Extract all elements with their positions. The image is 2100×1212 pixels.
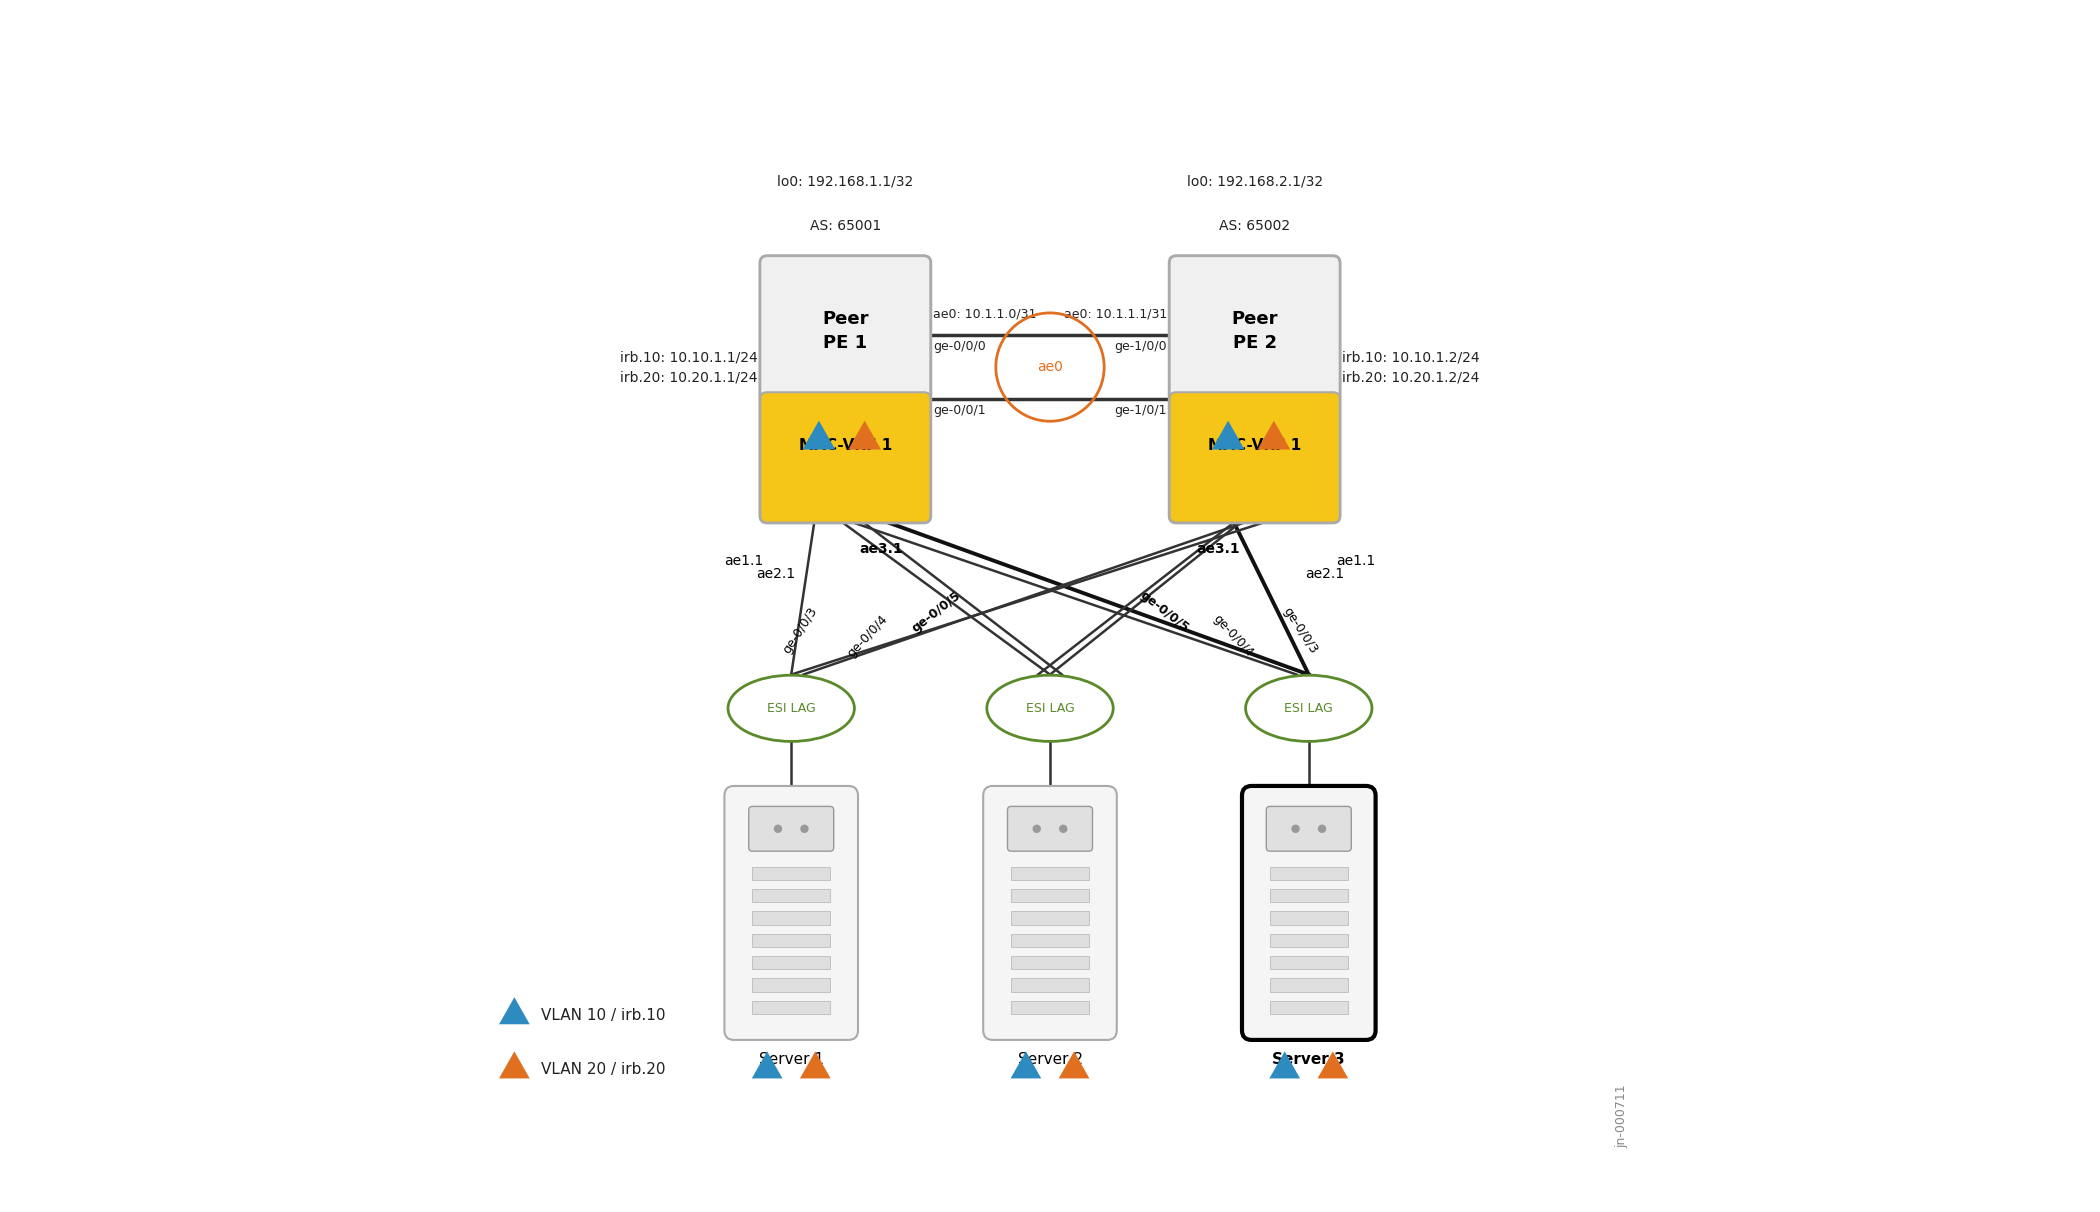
Text: ge-0/0/0: ge-0/0/0 (932, 341, 987, 353)
Circle shape (1058, 824, 1067, 833)
Text: ae3.1: ae3.1 (859, 542, 903, 556)
Text: ge-0/0/1: ge-0/0/1 (932, 404, 985, 417)
FancyBboxPatch shape (1008, 806, 1092, 851)
Bar (1010, 867, 1090, 880)
Ellipse shape (1245, 675, 1371, 742)
Text: ge-0/0/5: ge-0/0/5 (909, 589, 964, 635)
Text: ae2.1: ae2.1 (756, 566, 794, 581)
Circle shape (800, 824, 808, 833)
Text: lo0: 192.168.2.1/32: lo0: 192.168.2.1/32 (1186, 175, 1323, 188)
Bar (1270, 956, 1348, 970)
Text: ae0: 10.1.1.0/31: ae0: 10.1.1.0/31 (932, 308, 1037, 321)
Text: ESI LAG: ESI LAG (1285, 702, 1334, 715)
Bar (1270, 890, 1348, 903)
Text: VLAN 20 / irb.20: VLAN 20 / irb.20 (542, 1062, 666, 1077)
Text: ge-0/0/3: ge-0/0/3 (779, 605, 819, 656)
Bar (1270, 978, 1348, 991)
Polygon shape (500, 1051, 529, 1079)
Text: lo0: 192.168.1.1/32: lo0: 192.168.1.1/32 (777, 175, 914, 188)
Text: irb.10: 10.10.1.2/24
irb.20: 10.20.1.2/24: irb.10: 10.10.1.2/24 irb.20: 10.20.1.2/2… (1342, 350, 1480, 385)
Text: VLAN 10 / irb.10: VLAN 10 / irb.10 (542, 1007, 666, 1023)
Text: ae0: ae0 (1037, 360, 1063, 375)
Text: ge-0/0/3: ge-0/0/3 (1281, 605, 1321, 656)
Text: ESI LAG: ESI LAG (1025, 702, 1075, 715)
Polygon shape (800, 1051, 832, 1079)
Bar (1010, 978, 1090, 991)
FancyBboxPatch shape (983, 785, 1117, 1040)
Text: AS: 65001: AS: 65001 (811, 219, 882, 233)
Polygon shape (1010, 1051, 1042, 1079)
Bar (1270, 911, 1348, 925)
Polygon shape (1212, 421, 1245, 450)
Ellipse shape (729, 675, 855, 742)
Polygon shape (848, 421, 882, 450)
Text: ae3.1: ae3.1 (1197, 542, 1241, 556)
Bar (1010, 1001, 1090, 1014)
Text: ge-0/0/4: ge-0/0/4 (1210, 612, 1256, 659)
Text: ge-1/0/1: ge-1/0/1 (1115, 404, 1168, 417)
Bar (752, 867, 830, 880)
Polygon shape (1058, 1051, 1090, 1079)
Text: ae1.1: ae1.1 (724, 554, 764, 568)
Bar (1270, 933, 1348, 947)
Bar (1010, 911, 1090, 925)
Polygon shape (752, 1051, 783, 1079)
Text: ge-1/0/0: ge-1/0/0 (1115, 341, 1168, 353)
Text: ge-0/0/4: ge-0/0/4 (844, 612, 890, 659)
Text: ae0: 10.1.1.1/31: ae0: 10.1.1.1/31 (1063, 308, 1168, 321)
Text: ge-0/0/5: ge-0/0/5 (1136, 589, 1191, 635)
Text: MAC-VRF 1: MAC-VRF 1 (1208, 439, 1302, 453)
Text: Server 1: Server 1 (758, 1052, 823, 1067)
Circle shape (773, 824, 781, 833)
FancyBboxPatch shape (1241, 785, 1376, 1040)
Polygon shape (1268, 1051, 1300, 1079)
Circle shape (1292, 824, 1300, 833)
FancyBboxPatch shape (1266, 806, 1350, 851)
FancyBboxPatch shape (724, 785, 859, 1040)
FancyBboxPatch shape (760, 256, 930, 407)
Polygon shape (1317, 1051, 1348, 1079)
Bar (1010, 890, 1090, 903)
Text: jn-000711: jn-000711 (1615, 1084, 1628, 1148)
Bar (1270, 1001, 1348, 1014)
Bar (1270, 867, 1348, 880)
Polygon shape (500, 997, 529, 1024)
Text: ae2.1: ae2.1 (1306, 566, 1344, 581)
Bar (1010, 956, 1090, 970)
Bar (752, 1001, 830, 1014)
Text: AS: 65002: AS: 65002 (1220, 219, 1289, 233)
Bar (752, 890, 830, 903)
Text: Peer
PE 2: Peer PE 2 (1231, 310, 1279, 351)
Circle shape (1319, 824, 1327, 833)
Circle shape (1033, 824, 1042, 833)
FancyBboxPatch shape (1170, 256, 1340, 407)
FancyBboxPatch shape (1170, 393, 1340, 522)
Text: Peer
PE 1: Peer PE 1 (821, 310, 869, 351)
Bar (752, 911, 830, 925)
Text: Server 3: Server 3 (1273, 1052, 1346, 1067)
FancyBboxPatch shape (750, 806, 834, 851)
Ellipse shape (987, 675, 1113, 742)
FancyBboxPatch shape (760, 393, 930, 522)
Polygon shape (1258, 421, 1289, 450)
Bar (1010, 933, 1090, 947)
Text: irb.10: 10.10.1.1/24
irb.20: 10.20.1.1/24: irb.10: 10.10.1.1/24 irb.20: 10.20.1.1/2… (620, 350, 758, 385)
Bar (752, 933, 830, 947)
Text: Server 2: Server 2 (1018, 1052, 1082, 1067)
Polygon shape (802, 421, 836, 450)
Bar (752, 956, 830, 970)
Text: MAC-VRF 1: MAC-VRF 1 (798, 439, 892, 453)
Bar (752, 978, 830, 991)
Text: ae1.1: ae1.1 (1336, 554, 1376, 568)
Text: ESI LAG: ESI LAG (766, 702, 815, 715)
